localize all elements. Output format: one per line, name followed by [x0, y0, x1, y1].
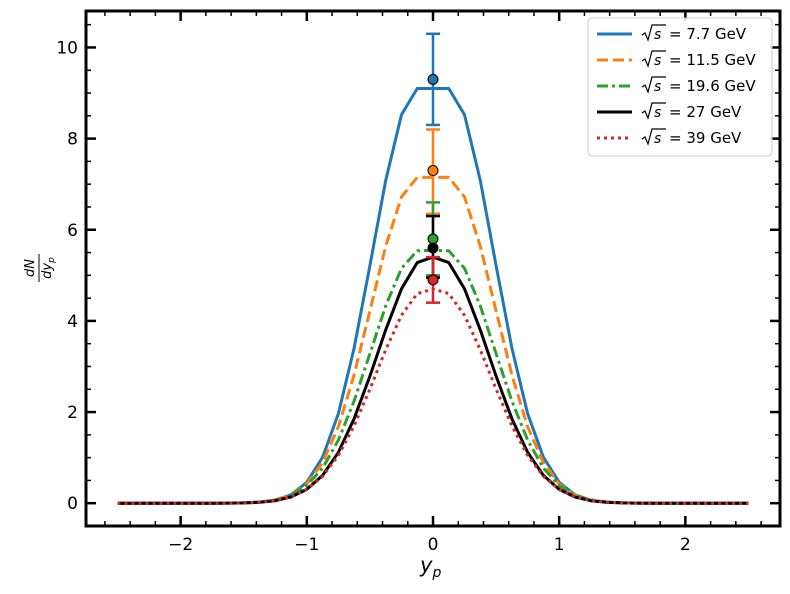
x-tick-label: 1 — [554, 535, 565, 555]
legend-sqrt-sign-4 — [641, 128, 666, 146]
y-tick-label: 4 — [67, 312, 78, 332]
y-tick-label: 2 — [67, 403, 78, 423]
data-point-0 — [427, 73, 439, 85]
x-tick-label: −1 — [294, 535, 319, 555]
y-tick-label: 6 — [67, 221, 78, 241]
error-bars — [426, 32, 440, 304]
data-point-4 — [427, 274, 439, 286]
y-axis-label-numerator: dN — [23, 259, 38, 277]
legend-s-symbol-2: s — [654, 79, 661, 95]
legend-sqrt-sign-2 — [641, 76, 666, 94]
y-tick-label: 0 — [67, 494, 78, 514]
y-axis-label-denominator: dyp — [40, 257, 57, 279]
series-line-4 — [117, 287, 749, 505]
legend-label-4: = 39 GeV — [669, 129, 742, 147]
legend-s-symbol-4: s — [654, 131, 661, 147]
legend-box — [587, 17, 773, 157]
legend-label-2: = 19.6 GeV — [669, 77, 756, 95]
data-point-2 — [427, 233, 439, 245]
x-tick-label: 2 — [680, 535, 691, 555]
y-tick-label: 8 — [67, 130, 78, 150]
legend-sqrt-sign-3 — [641, 102, 666, 120]
x-tick-label: −2 — [168, 535, 193, 555]
x-tick-label: 0 — [428, 535, 439, 555]
data-point-1 — [427, 165, 439, 177]
plot-frame — [84, 9, 782, 528]
legend-label-3: = 27 GeV — [669, 103, 742, 121]
legend-label-1: = 11.5 GeV — [669, 51, 756, 69]
tick-labels: −2 −1 0 1 2 0 2 4 6 8 10 — [56, 38, 690, 555]
legend-sqrt-sign-0 — [641, 24, 666, 42]
x-axis-label: yp — [419, 553, 441, 581]
y-axis-label: dN dyp — [23, 254, 57, 282]
legend-sqrt-sign-1 — [641, 50, 666, 68]
data-point-3 — [427, 242, 439, 254]
legend-label-0: = 7.7 GeV — [669, 25, 747, 43]
legend: s = 7.7 GeV s = 11.5 GeV s = 19.6 GeV s = 27 Ge… — [587, 17, 773, 157]
legend-s-symbol-3: s — [654, 105, 661, 121]
legend-s-symbol-0: s — [654, 27, 661, 43]
y-tick-label: 10 — [56, 38, 78, 58]
legend-s-symbol-1: s — [654, 53, 661, 69]
